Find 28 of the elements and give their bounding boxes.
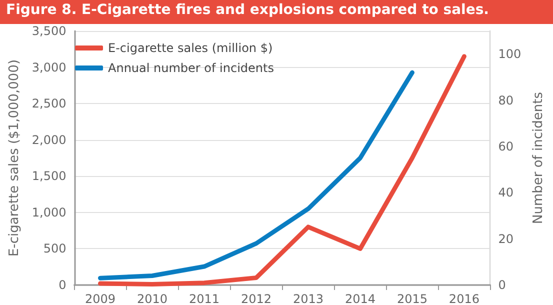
y-tick-label: 2,000 xyxy=(32,132,66,147)
y2-tick-label: 20 xyxy=(498,232,514,246)
chart-title: Figure 8. E-Cigarette fires and explosions compared to sales. xyxy=(6,2,489,18)
y-tick-label: 3,500 xyxy=(32,24,66,38)
y2-axis-title: Number of incidents xyxy=(531,92,546,224)
y-tick-label: 0 xyxy=(58,278,66,292)
y2-tick-label: 100 xyxy=(498,47,522,62)
x-tick-label: 2011 xyxy=(188,292,220,305)
x-tick-label: 2010 xyxy=(136,292,168,305)
line-series xyxy=(98,54,466,287)
y2-tick-label: 40 xyxy=(498,186,514,200)
y2-tick-label: 0 xyxy=(498,278,506,292)
x-tick-label: 2014 xyxy=(344,292,376,305)
x-tick-label: 2016 xyxy=(448,292,480,305)
y-tick-label: 1,000 xyxy=(32,205,66,220)
y2-tick-label: 60 xyxy=(498,139,514,154)
legend-label: Annual number of incidents xyxy=(108,61,274,75)
y-axis-title: E-cigarette sales ($1,000,000) xyxy=(7,59,22,257)
x-tick-label: 2012 xyxy=(240,292,272,305)
y-tick-label: 2,500 xyxy=(32,96,66,111)
y-tick-label: 500 xyxy=(43,242,66,256)
y2-tick-label: 80 xyxy=(498,93,514,108)
legend-label: E-cigarette sales (million $) xyxy=(108,41,273,55)
x-tick-label: 2015 xyxy=(396,292,428,305)
x-tick-label: 2009 xyxy=(84,292,116,305)
x-tick-label: 2013 xyxy=(292,292,324,305)
y-tick-label: 1,500 xyxy=(32,169,66,184)
y-tick-label: 3,000 xyxy=(32,60,66,74)
